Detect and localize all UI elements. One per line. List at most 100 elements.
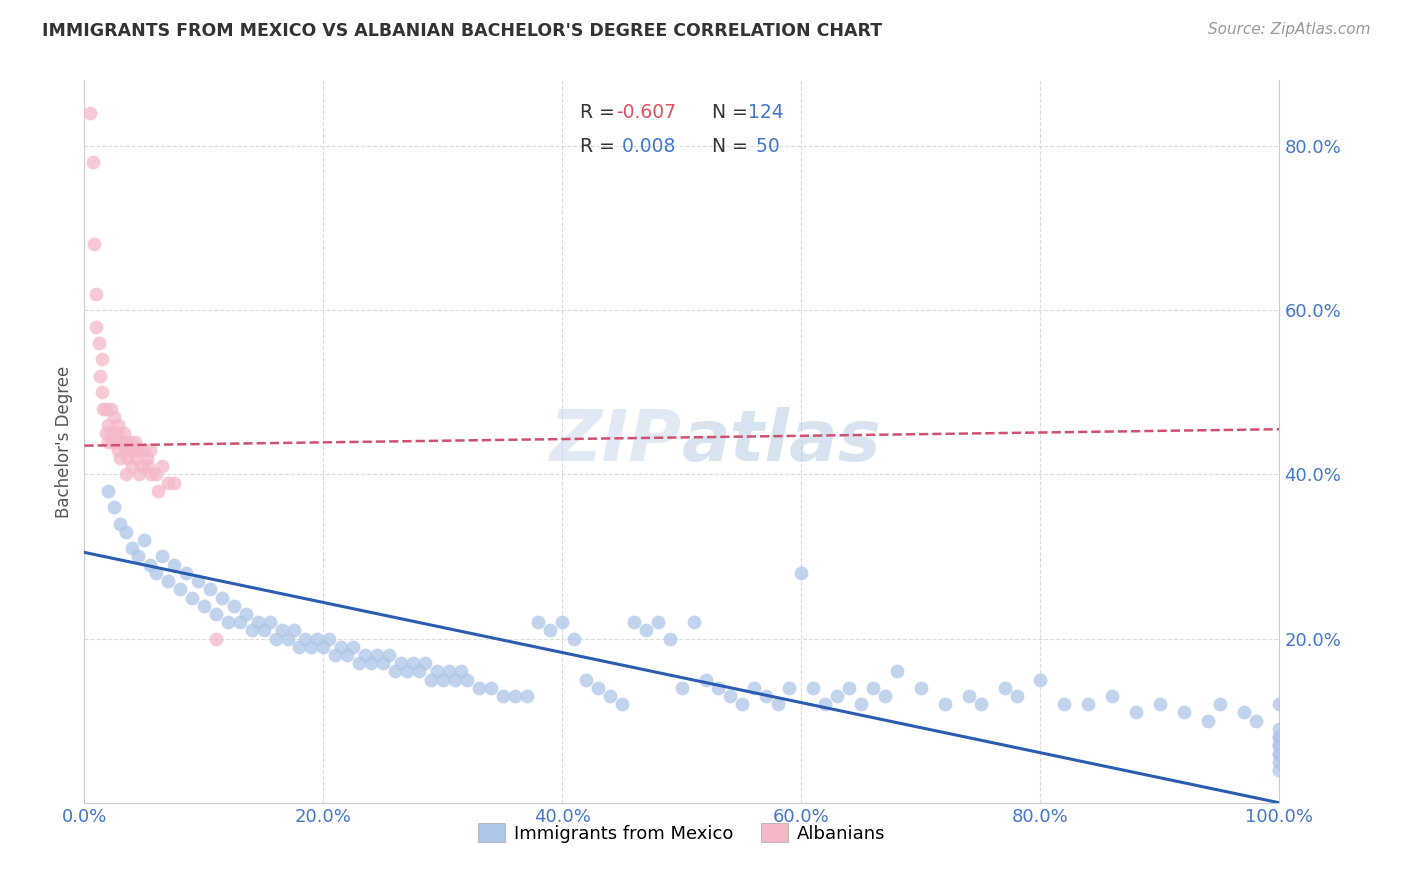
- Point: [330, 640, 353, 654]
- Point: [527, 615, 550, 630]
- Point: [118, 442, 141, 457]
- Point: [432, 673, 454, 687]
- Point: [970, 698, 993, 712]
- Point: [145, 566, 167, 580]
- Text: R =: R =: [581, 103, 621, 122]
- Point: [235, 607, 257, 621]
- Point: [157, 574, 180, 588]
- Point: [647, 615, 669, 630]
- Point: [312, 640, 335, 654]
- Point: [636, 624, 658, 638]
- Point: [174, 566, 197, 580]
- Point: [148, 483, 170, 498]
- Point: [110, 450, 132, 465]
- Text: 0.008: 0.008: [616, 137, 675, 156]
- Point: [301, 640, 323, 654]
- Point: [420, 673, 443, 687]
- Point: [1209, 698, 1232, 712]
- Point: [105, 426, 128, 441]
- Point: [1029, 673, 1052, 687]
- Point: [1244, 714, 1267, 728]
- Point: [131, 459, 153, 474]
- Text: ZIP: ZIP: [550, 407, 682, 476]
- Point: [623, 615, 645, 630]
- Point: [107, 442, 129, 457]
- Point: [288, 640, 311, 654]
- Point: [384, 665, 406, 679]
- Point: [259, 615, 281, 630]
- Point: [790, 566, 813, 580]
- Point: [139, 558, 162, 572]
- Point: [101, 434, 124, 449]
- Point: [742, 681, 765, 695]
- Point: [139, 442, 162, 457]
- Point: [198, 582, 221, 597]
- Point: [325, 648, 347, 662]
- Point: [150, 549, 173, 564]
- Point: [456, 673, 478, 687]
- Point: [707, 681, 730, 695]
- Point: [599, 689, 621, 703]
- Point: [659, 632, 682, 646]
- Point: [127, 549, 149, 564]
- Point: [163, 475, 186, 490]
- Text: N =: N =: [700, 103, 754, 122]
- Point: [851, 698, 873, 712]
- Point: [125, 450, 148, 465]
- Point: [118, 434, 141, 449]
- Text: Source: ZipAtlas.com: Source: ZipAtlas.com: [1208, 22, 1371, 37]
- Point: [827, 689, 849, 703]
- Point: [97, 483, 120, 498]
- Point: [318, 632, 340, 646]
- Point: [551, 615, 574, 630]
- Point: [1053, 698, 1076, 712]
- Point: [731, 698, 754, 712]
- Point: [957, 689, 980, 703]
- Point: [1268, 698, 1291, 712]
- Point: [135, 450, 157, 465]
- Point: [378, 648, 401, 662]
- Point: [1173, 706, 1195, 720]
- Point: [246, 615, 269, 630]
- Point: [111, 434, 134, 449]
- Point: [103, 409, 125, 424]
- Point: [408, 665, 430, 679]
- Point: [875, 689, 897, 703]
- Point: [103, 434, 125, 449]
- Point: [766, 698, 789, 712]
- Point: [79, 106, 101, 120]
- Point: [402, 657, 425, 671]
- Point: [503, 689, 526, 703]
- Point: [187, 574, 209, 588]
- Point: [575, 673, 598, 687]
- Point: [1268, 730, 1291, 744]
- Point: [97, 418, 120, 433]
- Point: [121, 442, 143, 457]
- Point: [157, 475, 180, 490]
- Point: [124, 434, 146, 449]
- Point: [107, 418, 129, 433]
- Point: [110, 434, 132, 449]
- Y-axis label: Bachelor's Degree: Bachelor's Degree: [55, 366, 73, 517]
- Point: [612, 698, 634, 712]
- Point: [450, 665, 472, 679]
- Point: [516, 689, 538, 703]
- Point: [413, 657, 436, 671]
- Point: [366, 648, 388, 662]
- Point: [437, 665, 460, 679]
- Point: [910, 681, 932, 695]
- Point: [1005, 689, 1028, 703]
- Text: -0.607: -0.607: [616, 103, 676, 122]
- Point: [862, 681, 884, 695]
- Point: [1149, 698, 1171, 712]
- Point: [127, 442, 149, 457]
- Point: [342, 640, 364, 654]
- Point: [718, 689, 741, 703]
- Point: [229, 615, 252, 630]
- Point: [373, 657, 395, 671]
- Point: [150, 459, 173, 474]
- Point: [181, 591, 204, 605]
- Point: [163, 558, 186, 572]
- Point: [110, 516, 132, 531]
- Point: [112, 426, 135, 441]
